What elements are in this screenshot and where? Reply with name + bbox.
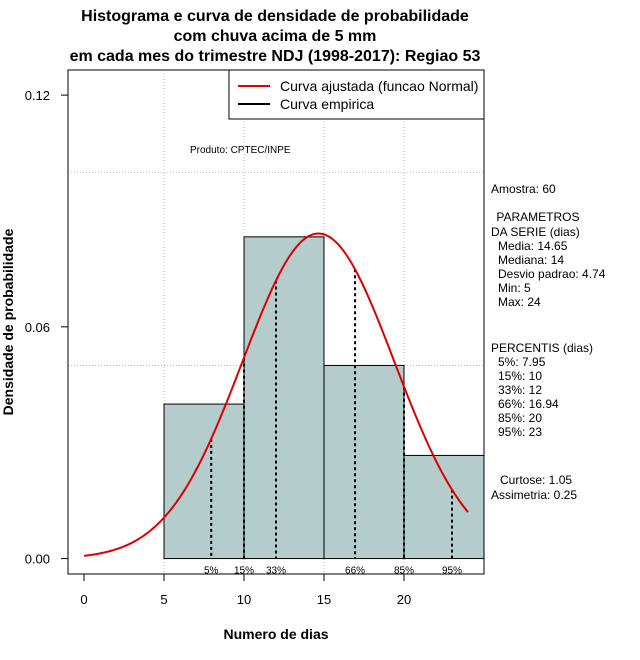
percentile-labels: 5% 15% 33% 66% 85% 95% — [204, 566, 462, 577]
skewness: Assimetria: 0.25 — [491, 488, 577, 502]
histogram-bars — [163, 236, 485, 560]
percentile-line: 15%: 10 — [498, 369, 542, 383]
param-line: Mediana: 14 — [498, 253, 564, 267]
y-tick-label: 0.06 — [25, 320, 50, 335]
histogram-bar — [243, 236, 325, 560]
percentile-line: 33%: 12 — [498, 383, 542, 397]
product-note: Produto: CPTEC/INPE — [190, 145, 291, 156]
histogram-bar — [163, 403, 245, 560]
percentile-line: 95%: 23 — [498, 425, 542, 439]
x-axis: 0 5 10 15 20 — [80, 573, 411, 607]
percentile-label: 95% — [442, 566, 462, 577]
chart-title-line-3: em cada mes do trimestre NDJ (1998-2017)… — [70, 48, 481, 65]
chart-title-line-1: Histograma e curva de densidade de proba… — [81, 8, 469, 25]
sample-size: Amostra: 60 — [491, 182, 556, 196]
percentile-line: 85%: 20 — [498, 411, 542, 425]
kurtosis: Curtose: 1.05 — [500, 473, 572, 487]
x-tick-label: 20 — [397, 592, 411, 607]
x-tick-label: 15 — [317, 592, 331, 607]
legend-box — [228, 69, 485, 120]
legend: Curva ajustada (funcao Normal) Curva emp… — [228, 69, 485, 120]
param-line: Min: 5 — [498, 281, 531, 295]
percentile-line: 5%: 7.95 — [498, 355, 546, 369]
y-axis-title: Densidade de probabilidade — [0, 228, 16, 415]
params-title-2: DA SERIE (dias) — [491, 225, 580, 239]
y-axis: 0.00 0.06 0.12 — [25, 88, 68, 567]
param-line: Media: 14.65 — [498, 239, 568, 253]
histogram-bar — [323, 364, 405, 560]
y-tick-label: 0.12 — [25, 88, 50, 103]
chart-title-line-2: com chuva acima de 5 mm — [174, 28, 377, 45]
param-line: Max: 24 — [498, 295, 541, 309]
percentile-label: 15% — [234, 566, 254, 577]
percentile-label: 33% — [266, 566, 286, 577]
x-tick-label: 0 — [80, 592, 87, 607]
normal-fit-curve — [83, 232, 469, 557]
param-line: Desvio padrao: 4.74 — [498, 267, 606, 281]
percentile-label: 85% — [394, 566, 414, 577]
x-tick-label: 5 — [160, 592, 167, 607]
statistics-panel: Amostra: 60 PARAMETROS DA SERIE (dias) M… — [491, 182, 606, 502]
params-title-1: PARAMETROS — [493, 210, 579, 224]
percentiles-title: PERCENTIS (dias) — [491, 341, 593, 355]
x-tick-label: 10 — [237, 592, 251, 607]
percentile-lines — [210, 269, 453, 559]
histogram-bar — [403, 454, 485, 560]
x-axis-title: Numero de dias — [223, 626, 328, 642]
percentile-label: 5% — [204, 566, 219, 577]
y-tick-label: 0.00 — [25, 552, 50, 567]
legend-fit-label: Curva ajustada (funcao Normal) — [280, 78, 478, 94]
percentile-line: 66%: 16.94 — [498, 397, 559, 411]
percentile-label: 66% — [345, 566, 365, 577]
legend-empirical-label: Curva empirica — [280, 96, 374, 112]
